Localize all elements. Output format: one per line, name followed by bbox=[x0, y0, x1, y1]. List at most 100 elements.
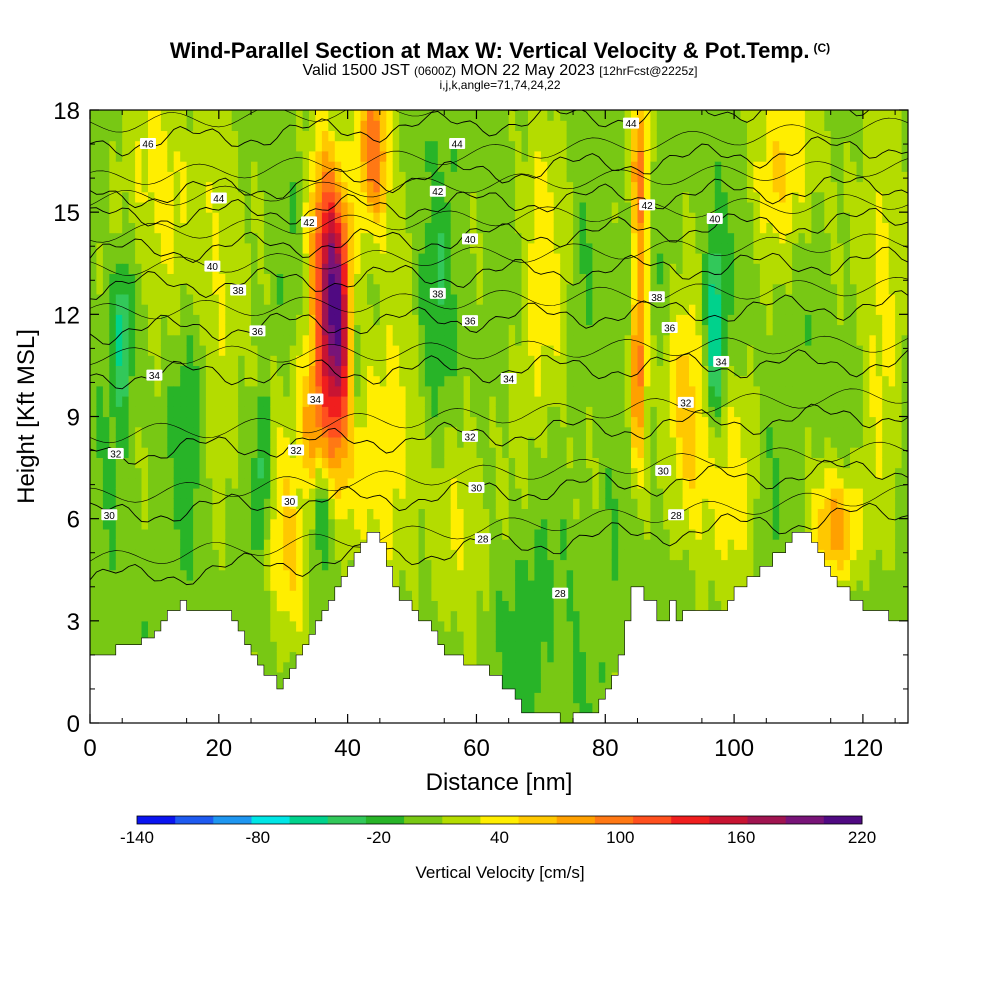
velocity-cell bbox=[257, 385, 265, 397]
velocity-cell bbox=[347, 508, 355, 520]
velocity-cell bbox=[457, 324, 465, 336]
velocity-cell bbox=[154, 161, 162, 172]
velocity-cell bbox=[586, 682, 593, 693]
velocity-cell bbox=[515, 253, 523, 264]
velocity-cell bbox=[96, 365, 104, 377]
velocity-cell bbox=[431, 161, 439, 172]
velocity-cell bbox=[296, 365, 304, 377]
velocity-cell bbox=[598, 682, 606, 693]
velocity-cell bbox=[463, 467, 471, 479]
velocity-cell bbox=[360, 345, 368, 356]
velocity-cell bbox=[392, 447, 400, 458]
velocity-cell bbox=[586, 140, 593, 152]
velocity-cell bbox=[167, 171, 175, 183]
velocity-cell bbox=[586, 631, 593, 642]
velocity-cell bbox=[386, 436, 394, 448]
velocity-cell bbox=[238, 559, 246, 571]
velocity-cell bbox=[534, 222, 542, 234]
velocity-cell bbox=[309, 447, 316, 458]
velocity-cell bbox=[560, 447, 568, 458]
velocity-cell bbox=[470, 171, 477, 183]
velocity-cell bbox=[489, 161, 497, 172]
velocity-cell bbox=[218, 447, 226, 458]
velocity-cell bbox=[528, 580, 535, 591]
velocity-cell bbox=[566, 712, 574, 723]
velocity-cell bbox=[573, 396, 581, 407]
velocity-cell bbox=[502, 222, 510, 234]
velocity-cell bbox=[315, 426, 323, 438]
velocity-cell bbox=[424, 334, 432, 346]
velocity-cell bbox=[244, 610, 252, 622]
velocity-cell bbox=[412, 355, 419, 366]
velocity-cell bbox=[605, 539, 613, 550]
velocity-cell bbox=[309, 181, 316, 193]
velocity-cell bbox=[180, 140, 188, 152]
velocity-cell bbox=[354, 365, 362, 377]
velocity-cell bbox=[141, 416, 149, 428]
velocity-cell bbox=[205, 498, 213, 509]
velocity-cell bbox=[102, 232, 110, 244]
velocity-cell bbox=[450, 375, 458, 387]
velocity-cell bbox=[579, 212, 587, 223]
velocity-cell bbox=[450, 314, 458, 326]
velocity-cell bbox=[173, 293, 181, 305]
velocity-cell bbox=[386, 539, 394, 550]
velocity-cell bbox=[534, 181, 542, 193]
velocity-cell bbox=[399, 488, 407, 499]
velocity-cell bbox=[495, 273, 503, 285]
velocity-cell bbox=[289, 600, 297, 612]
velocity-cell bbox=[276, 549, 284, 561]
velocity-cell bbox=[418, 212, 426, 223]
velocity-cell bbox=[605, 201, 613, 213]
velocity-cell bbox=[296, 518, 304, 530]
velocity-cell bbox=[263, 283, 271, 295]
velocity-cell bbox=[334, 549, 342, 561]
velocity-cell bbox=[328, 345, 336, 356]
velocity-cell bbox=[553, 488, 561, 499]
velocity-cell bbox=[315, 518, 323, 530]
velocity-cell bbox=[450, 222, 458, 234]
velocity-cell bbox=[173, 518, 181, 530]
velocity-cell bbox=[495, 385, 503, 397]
velocity-cell bbox=[263, 631, 271, 642]
velocity-cell bbox=[495, 191, 503, 203]
velocity-cell bbox=[592, 416, 600, 428]
velocity-cell bbox=[135, 171, 143, 183]
velocity-cell bbox=[373, 110, 381, 121]
velocity-cell bbox=[392, 222, 400, 234]
velocity-cell bbox=[135, 610, 143, 622]
velocity-cell bbox=[392, 181, 400, 193]
velocity-cell bbox=[205, 161, 213, 172]
velocity-cell bbox=[141, 222, 149, 234]
velocity-cell bbox=[573, 191, 581, 203]
velocity-cell bbox=[611, 651, 619, 663]
velocity-cell bbox=[605, 345, 613, 356]
velocity-cell bbox=[573, 539, 581, 550]
velocity-cell bbox=[148, 416, 155, 428]
velocity-cell bbox=[276, 212, 284, 223]
velocity-cell bbox=[566, 692, 574, 704]
velocity-cell bbox=[470, 110, 477, 121]
velocity-cell bbox=[135, 242, 143, 254]
velocity-cell bbox=[534, 150, 542, 162]
velocity-cell bbox=[360, 436, 368, 448]
velocity-cell bbox=[586, 191, 593, 203]
velocity-cell bbox=[354, 273, 362, 285]
velocity-cell bbox=[218, 130, 226, 142]
velocity-cell bbox=[586, 396, 593, 407]
velocity-cell bbox=[263, 508, 271, 520]
velocity-cell bbox=[102, 488, 110, 499]
velocity-cell bbox=[586, 181, 593, 193]
velocity-cell bbox=[573, 212, 581, 223]
velocity-cell bbox=[135, 620, 143, 632]
velocity-cell bbox=[205, 324, 213, 336]
velocity-cell bbox=[457, 375, 465, 387]
velocity-cell bbox=[193, 508, 201, 520]
velocity-cell bbox=[592, 467, 600, 479]
velocity-cell bbox=[502, 355, 510, 366]
velocity-cell bbox=[573, 150, 581, 162]
velocity-cell bbox=[341, 508, 349, 520]
velocity-cell bbox=[547, 222, 555, 234]
velocity-cell bbox=[424, 600, 432, 612]
velocity-cell bbox=[412, 436, 419, 448]
